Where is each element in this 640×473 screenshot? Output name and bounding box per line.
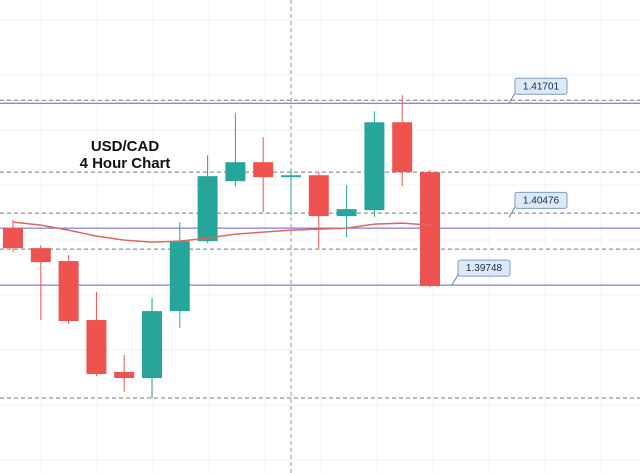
candle-body [253, 162, 274, 178]
candle-body [86, 320, 107, 375]
candle-body [3, 228, 23, 249]
candle-body [308, 175, 329, 217]
candle-body [30, 248, 51, 263]
candle-body [169, 241, 190, 312]
callout-label: 1.40476 [523, 195, 560, 206]
candle-body [281, 175, 301, 178]
candle-body [225, 162, 246, 182]
callout-box [514, 77, 568, 95]
candle-body [336, 209, 357, 217]
candle-body [114, 371, 135, 379]
candle-body [197, 176, 218, 242]
callout-box [514, 191, 568, 209]
callout-label: 1.41701 [523, 81, 560, 92]
candle-body [58, 261, 79, 322]
candle-body [420, 172, 440, 287]
moving-average [12, 221, 431, 243]
candle-body [142, 311, 162, 379]
candle-body [392, 122, 413, 173]
chart-title: USD/CAD [91, 138, 160, 155]
chart-subtitle: 4 Hour Chart [80, 155, 171, 172]
callout-box [457, 259, 511, 277]
callout-label: 1.39748 [466, 263, 503, 274]
candle-body [364, 122, 385, 211]
